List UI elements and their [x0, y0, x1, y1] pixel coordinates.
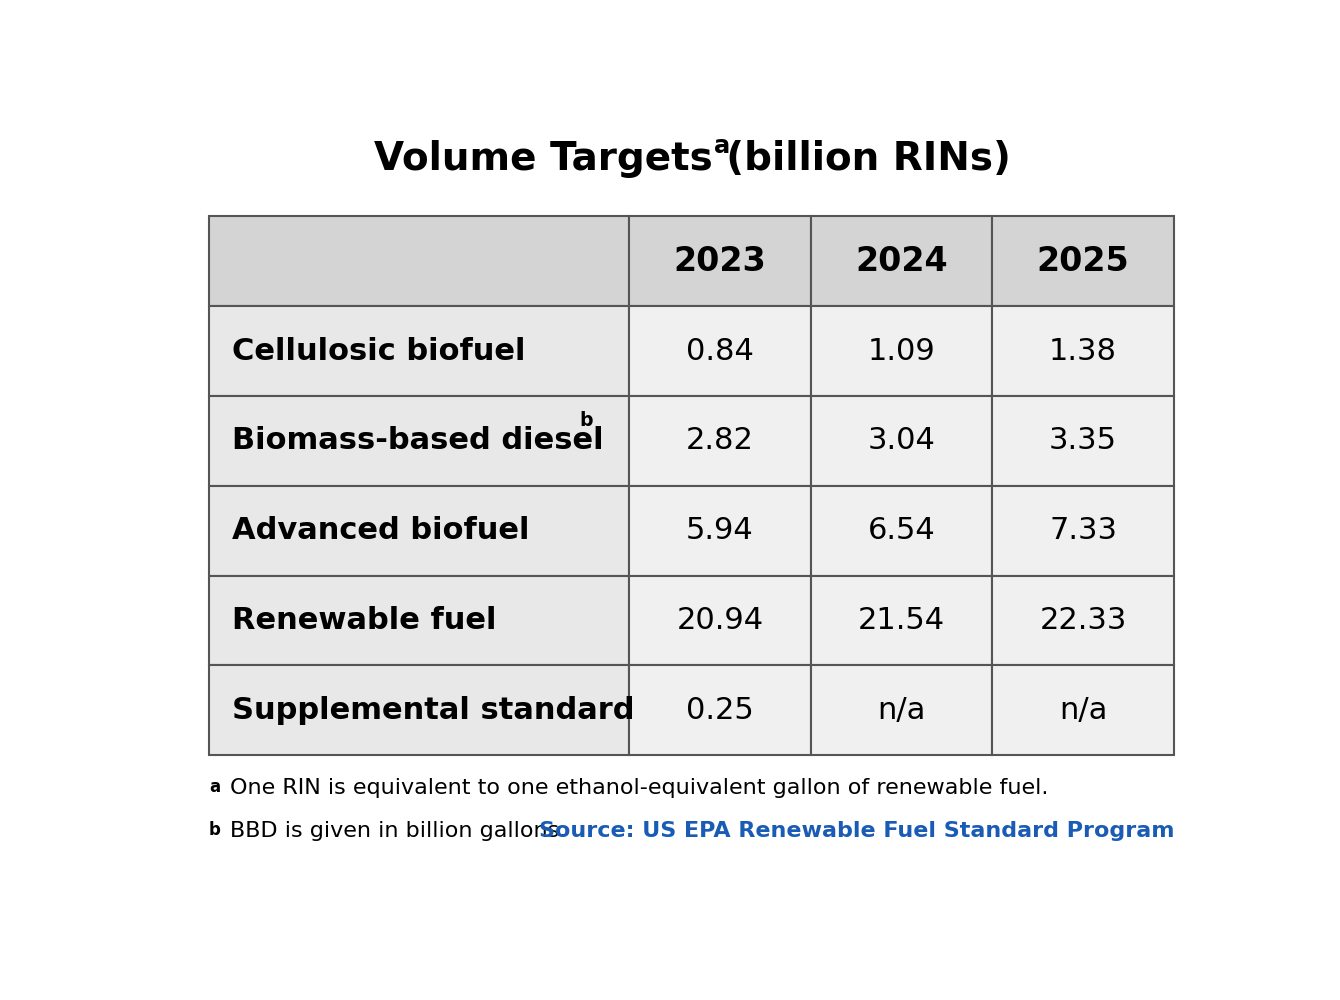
Text: 6.54: 6.54 — [867, 516, 935, 545]
Text: 20.94: 20.94 — [677, 606, 764, 635]
Text: 2024: 2024 — [855, 245, 947, 278]
Bar — [993, 216, 1174, 306]
Text: 5.94: 5.94 — [686, 516, 754, 545]
Text: 3.04: 3.04 — [867, 426, 935, 455]
Text: a: a — [209, 778, 220, 796]
Bar — [811, 396, 993, 486]
Text: 2025: 2025 — [1037, 245, 1130, 278]
Text: n/a: n/a — [878, 696, 926, 725]
Bar — [811, 216, 993, 306]
Bar — [811, 486, 993, 576]
Bar — [209, 576, 630, 665]
Text: b: b — [579, 411, 592, 430]
Text: 1.38: 1.38 — [1049, 336, 1118, 365]
Text: Advanced biofuel: Advanced biofuel — [232, 516, 529, 545]
Text: 0.84: 0.84 — [686, 336, 754, 365]
Bar — [630, 665, 811, 755]
Text: Biomass-based diesel: Biomass-based diesel — [232, 426, 603, 455]
Text: 3.35: 3.35 — [1049, 426, 1118, 455]
Bar — [209, 306, 630, 396]
Text: BBD is given in billion gallons.: BBD is given in billion gallons. — [230, 821, 565, 841]
Bar — [630, 306, 811, 396]
Text: 22.33: 22.33 — [1040, 606, 1127, 635]
Bar — [811, 306, 993, 396]
Bar — [811, 576, 993, 665]
Text: a: a — [714, 134, 730, 158]
Bar — [209, 486, 630, 576]
Bar — [993, 576, 1174, 665]
Bar — [209, 396, 630, 486]
Bar — [630, 576, 811, 665]
Bar — [630, 216, 811, 306]
Bar — [630, 486, 811, 576]
Text: Volume Targets (billion RINs): Volume Targets (billion RINs) — [374, 140, 1010, 178]
Text: 1.09: 1.09 — [867, 336, 935, 365]
Bar — [630, 396, 811, 486]
Text: 7.33: 7.33 — [1049, 516, 1118, 545]
Text: Renewable fuel: Renewable fuel — [232, 606, 496, 635]
Text: 2023: 2023 — [674, 245, 766, 278]
Text: Source: US EPA Renewable Fuel Standard Program: Source: US EPA Renewable Fuel Standard P… — [539, 821, 1175, 841]
Text: 0.25: 0.25 — [686, 696, 754, 725]
Bar — [993, 665, 1174, 755]
Bar — [209, 665, 630, 755]
Bar — [993, 396, 1174, 486]
Text: b: b — [209, 821, 221, 839]
Bar — [993, 486, 1174, 576]
Text: 21.54: 21.54 — [858, 606, 945, 635]
Bar — [993, 306, 1174, 396]
Text: n/a: n/a — [1059, 696, 1107, 725]
Text: Supplemental standard: Supplemental standard — [232, 696, 634, 725]
Text: One RIN is equivalent to one ethanol-equivalent gallon of renewable fuel.: One RIN is equivalent to one ethanol-equ… — [230, 778, 1048, 798]
Bar — [209, 216, 630, 306]
Bar — [811, 665, 993, 755]
Text: Cellulosic biofuel: Cellulosic biofuel — [232, 336, 525, 365]
Text: 2.82: 2.82 — [686, 426, 754, 455]
